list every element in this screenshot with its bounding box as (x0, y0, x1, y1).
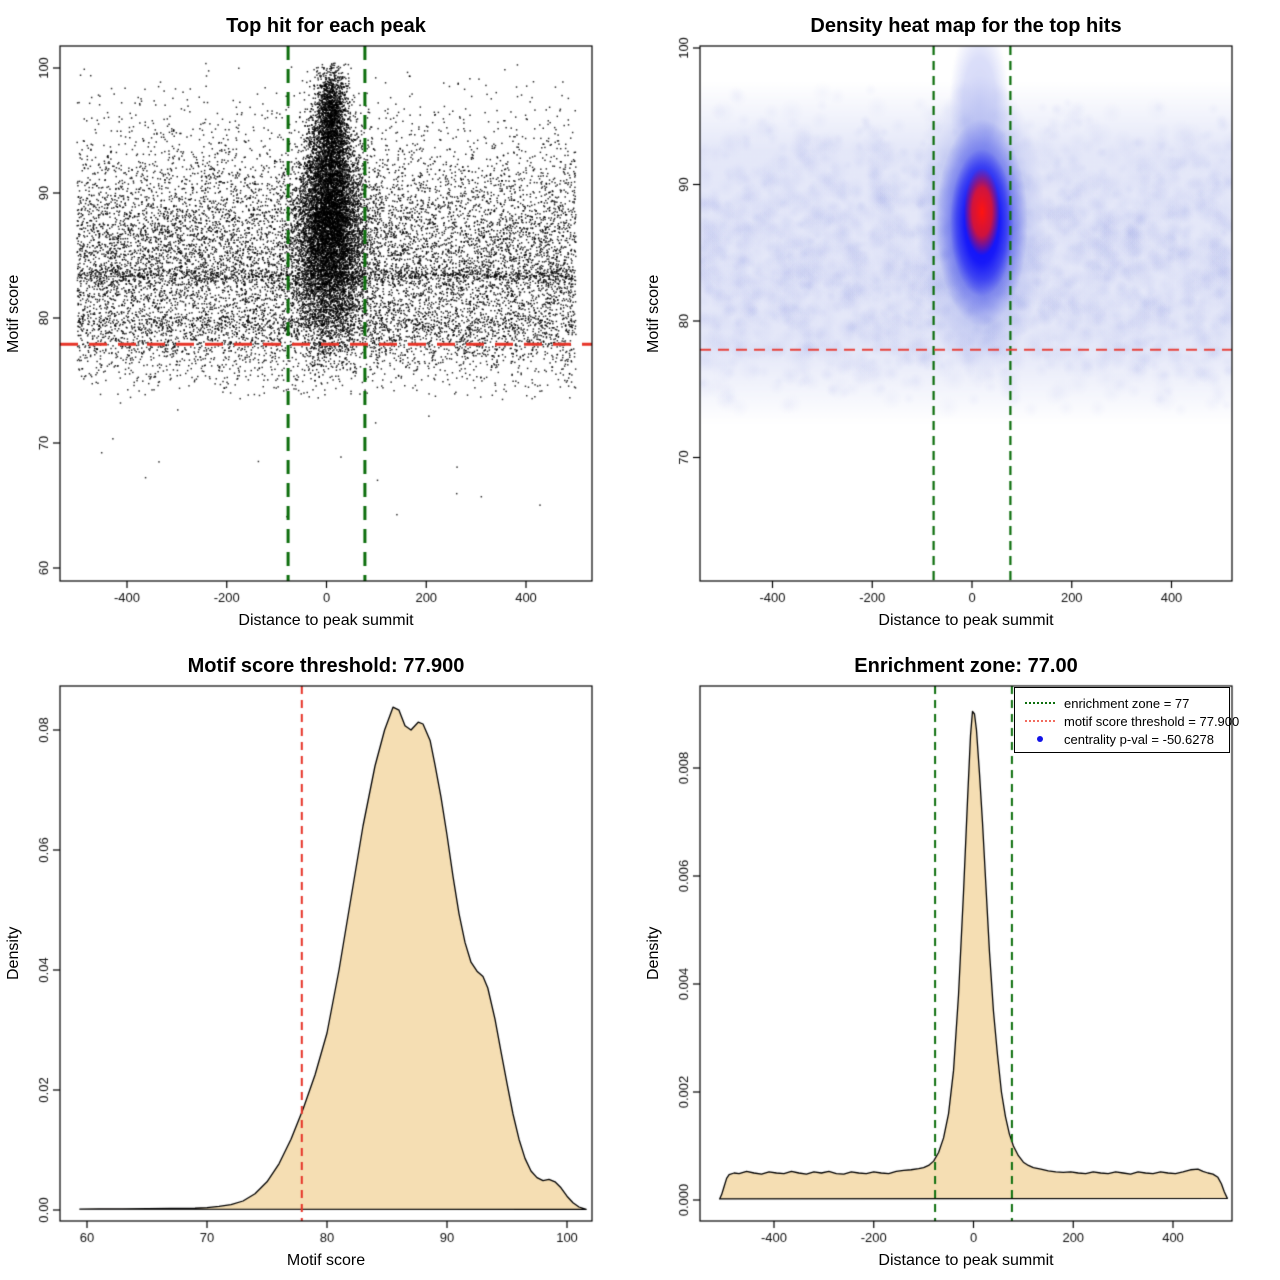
panel-title: Motif score threshold: 77.900 (187, 655, 465, 677)
panel-title: Enrichment zone: 77.00 (854, 655, 1078, 677)
green-dotted-line-icon (1025, 702, 1055, 704)
panel-top-hit-scatter: Top hit for each peak Motif score Distan… (0, 0, 640, 640)
x-axis-label: Distance to peak summit (238, 612, 414, 629)
panel-title: Top hit for each peak (226, 15, 426, 37)
red-dotted-line-icon (1025, 720, 1055, 722)
scatter-plot-canvas (0, 0, 640, 640)
panel-title: Density heat map for the top hits (810, 15, 1122, 37)
blue-dot-icon (1025, 736, 1055, 742)
legend-item-label: enrichment zone = 77 (1064, 695, 1190, 711)
x-axis-label: Distance to peak summit (878, 612, 1054, 629)
y-axis-label: Density (5, 926, 22, 981)
y-axis-label: Motif score (5, 274, 22, 353)
plot-legend: enrichment zone = 77 motif score thresho… (1014, 687, 1239, 753)
x-axis-label: Motif score (286, 1252, 366, 1269)
density-plot-canvas (0, 640, 640, 1280)
legend-item-motif-score-threshold: motif score threshold = 77.900 (1025, 713, 1239, 729)
legend-item-label: motif score threshold = 77.900 (1064, 713, 1240, 729)
heatmap-canvas (640, 0, 1280, 640)
legend-item-enrichment-zone: enrichment zone = 77 (1025, 695, 1223, 711)
panel-summit-distance-density: Enrichment zone: 77.00 Density Distance … (640, 640, 1280, 1280)
panel-density-heatmap: Density heat map for the top hits Motif … (640, 0, 1280, 640)
panel-motif-score-density: Motif score threshold: 77.900 Density Mo… (0, 640, 640, 1280)
y-axis-label: Motif score (645, 274, 662, 353)
legend-item-centrality-pval: centrality p-val = -50.6278 (1025, 731, 1223, 747)
y-axis-label: Density (645, 926, 662, 981)
legend-item-label: centrality p-val = -50.6278 (1064, 731, 1214, 747)
x-axis-label: Distance to peak summit (878, 1252, 1054, 1269)
